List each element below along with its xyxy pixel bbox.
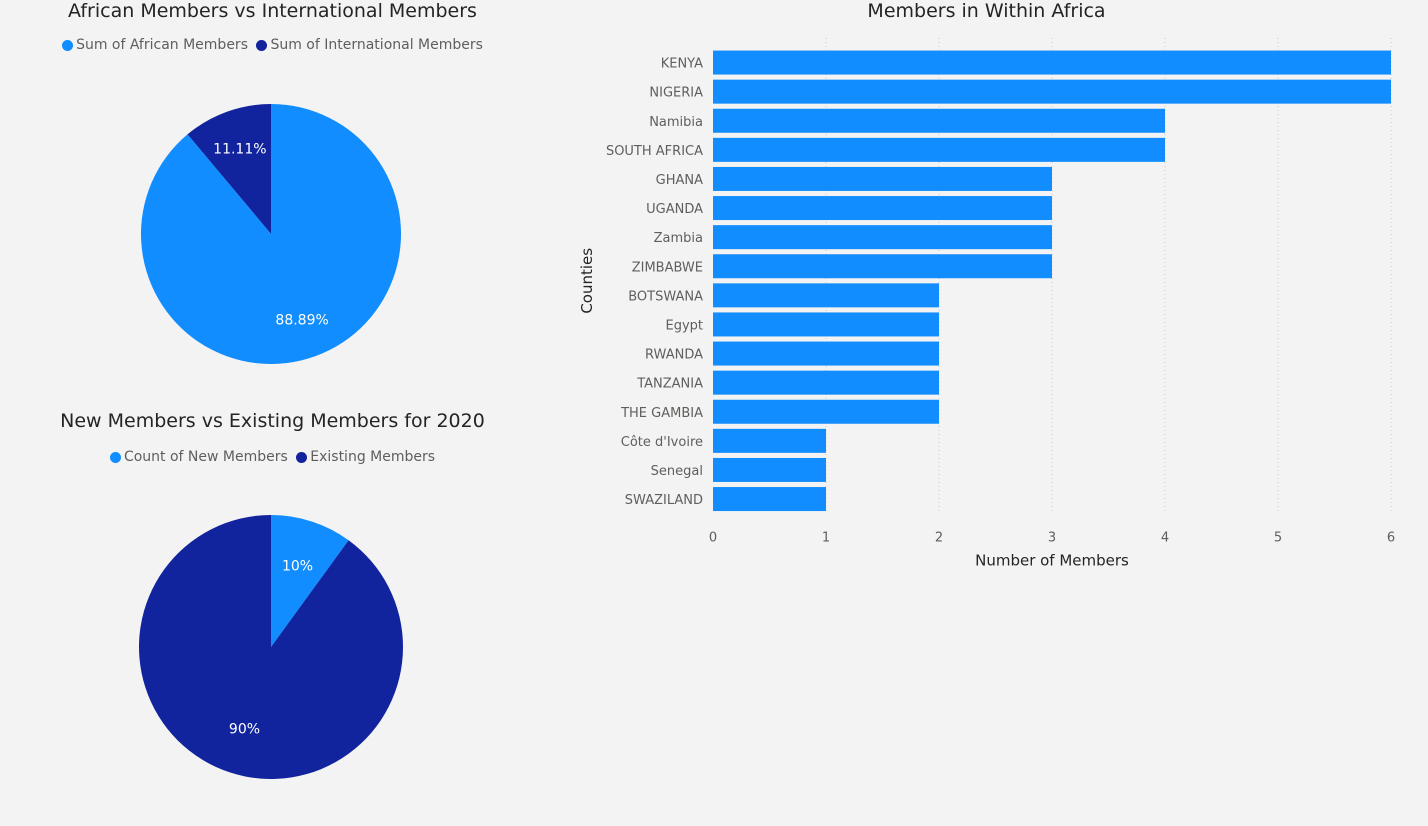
x-tick-label: 4: [1161, 531, 1169, 546]
y-tick-label: NIGERIA: [649, 86, 703, 101]
y-tick-label: SWAZILAND: [625, 493, 703, 508]
y-axis-title: Counties: [578, 248, 596, 314]
pie-plot: 10% 90%: [139, 515, 403, 779]
legend-item[interactable]: Sum of International Members: [256, 37, 483, 53]
y-tick-label: Namibia: [649, 115, 703, 130]
x-tick-label: 5: [1274, 531, 1282, 546]
y-tick-label: Senegal: [651, 464, 703, 479]
legend-label: Count of New Members: [123, 449, 288, 465]
y-tick-label: Egypt: [665, 318, 703, 333]
legend-item[interactable]: Count of New Members: [109, 449, 288, 465]
bar[interactable]: [713, 283, 939, 308]
y-tick-label: TANZANIA: [636, 377, 703, 392]
bar[interactable]: [713, 108, 1165, 133]
pie-slice[interactable]: [187, 104, 271, 234]
legend-label: Existing Members: [310, 449, 436, 465]
y-tick-label: UGANDA: [646, 202, 703, 217]
bar[interactable]: [713, 225, 1052, 250]
slice-label: 88.89%: [275, 313, 328, 329]
bar-chart-members-within-africa: Members in Within Africa 0 1 2 3 4 5 6 KENYA NIG…: [545, 0, 1428, 600]
legend-label: Sum of International Members: [270, 37, 483, 53]
bar-plot: 0 1 2 3 4 5 6 KENYA NIGERIA Namibia SOUTH AFRICA GH…: [578, 38, 1395, 570]
chart-title: African Members vs International Members: [68, 0, 477, 22]
pie-chart-african-vs-international: African Members vs International Members…: [0, 0, 545, 400]
x-tick-label: 2: [935, 531, 943, 546]
legend-label: Sum of African Members: [76, 37, 248, 53]
y-tick-label: RWANDA: [645, 348, 703, 363]
pie-slice[interactable]: [141, 104, 402, 364]
slice-label: 90%: [229, 722, 260, 738]
legend-item[interactable]: Sum of African Members: [62, 37, 248, 53]
bar[interactable]: [713, 137, 1165, 162]
x-tick-label: 0: [709, 531, 717, 546]
legend-marker: [62, 39, 74, 51]
bar[interactable]: [713, 487, 826, 512]
bar[interactable]: [713, 312, 939, 337]
x-tick-label: 6: [1387, 531, 1395, 546]
slice-label: 11.11%: [213, 141, 266, 157]
bar[interactable]: [713, 79, 1391, 104]
bar[interactable]: [713, 196, 1052, 221]
chart-legend: Count of New Members Existing Members: [0, 449, 545, 467]
bar[interactable]: [713, 50, 1391, 75]
y-tick-label: THE GAMBIA: [620, 406, 703, 421]
bar[interactable]: [713, 370, 939, 395]
bar[interactable]: [713, 428, 826, 453]
legend-marker: [296, 451, 308, 463]
y-tick-label: Côte d'Ivoire: [621, 435, 703, 450]
y-tick-label: GHANA: [656, 173, 703, 188]
x-tick-label: 3: [1048, 531, 1056, 546]
legend-marker: [256, 39, 268, 51]
bar[interactable]: [713, 254, 1052, 279]
y-tick-label: KENYA: [661, 57, 703, 72]
x-tick-label: 1: [822, 531, 830, 546]
y-tick-label: Zambia: [654, 231, 703, 246]
y-tick-label: SOUTH AFRICA: [606, 144, 703, 159]
legend-marker: [109, 451, 121, 463]
pie-plot: 11.11% 88.89%: [141, 104, 402, 364]
pie-slice[interactable]: [271, 515, 349, 647]
chart-legend: Sum of African Members Sum of Internatio…: [0, 37, 545, 55]
legend-item[interactable]: Existing Members: [296, 449, 435, 465]
y-tick-label: ZIMBABWE: [632, 260, 703, 275]
bar[interactable]: [713, 341, 939, 366]
chart-title: Members in Within Africa: [867, 0, 1106, 22]
bar[interactable]: [713, 457, 826, 482]
chart-title: New Members vs Existing Members for 2020: [60, 410, 485, 432]
x-axis-title: Number of Members: [975, 552, 1129, 570]
pie-slice[interactable]: [139, 515, 403, 779]
slice-label: 10%: [282, 558, 313, 574]
bar[interactable]: [713, 166, 1052, 191]
bar[interactable]: [713, 399, 939, 424]
y-tick-label: BOTSWANA: [628, 289, 703, 304]
pie-chart-new-vs-existing: New Members vs Existing Members for 2020…: [0, 410, 545, 826]
